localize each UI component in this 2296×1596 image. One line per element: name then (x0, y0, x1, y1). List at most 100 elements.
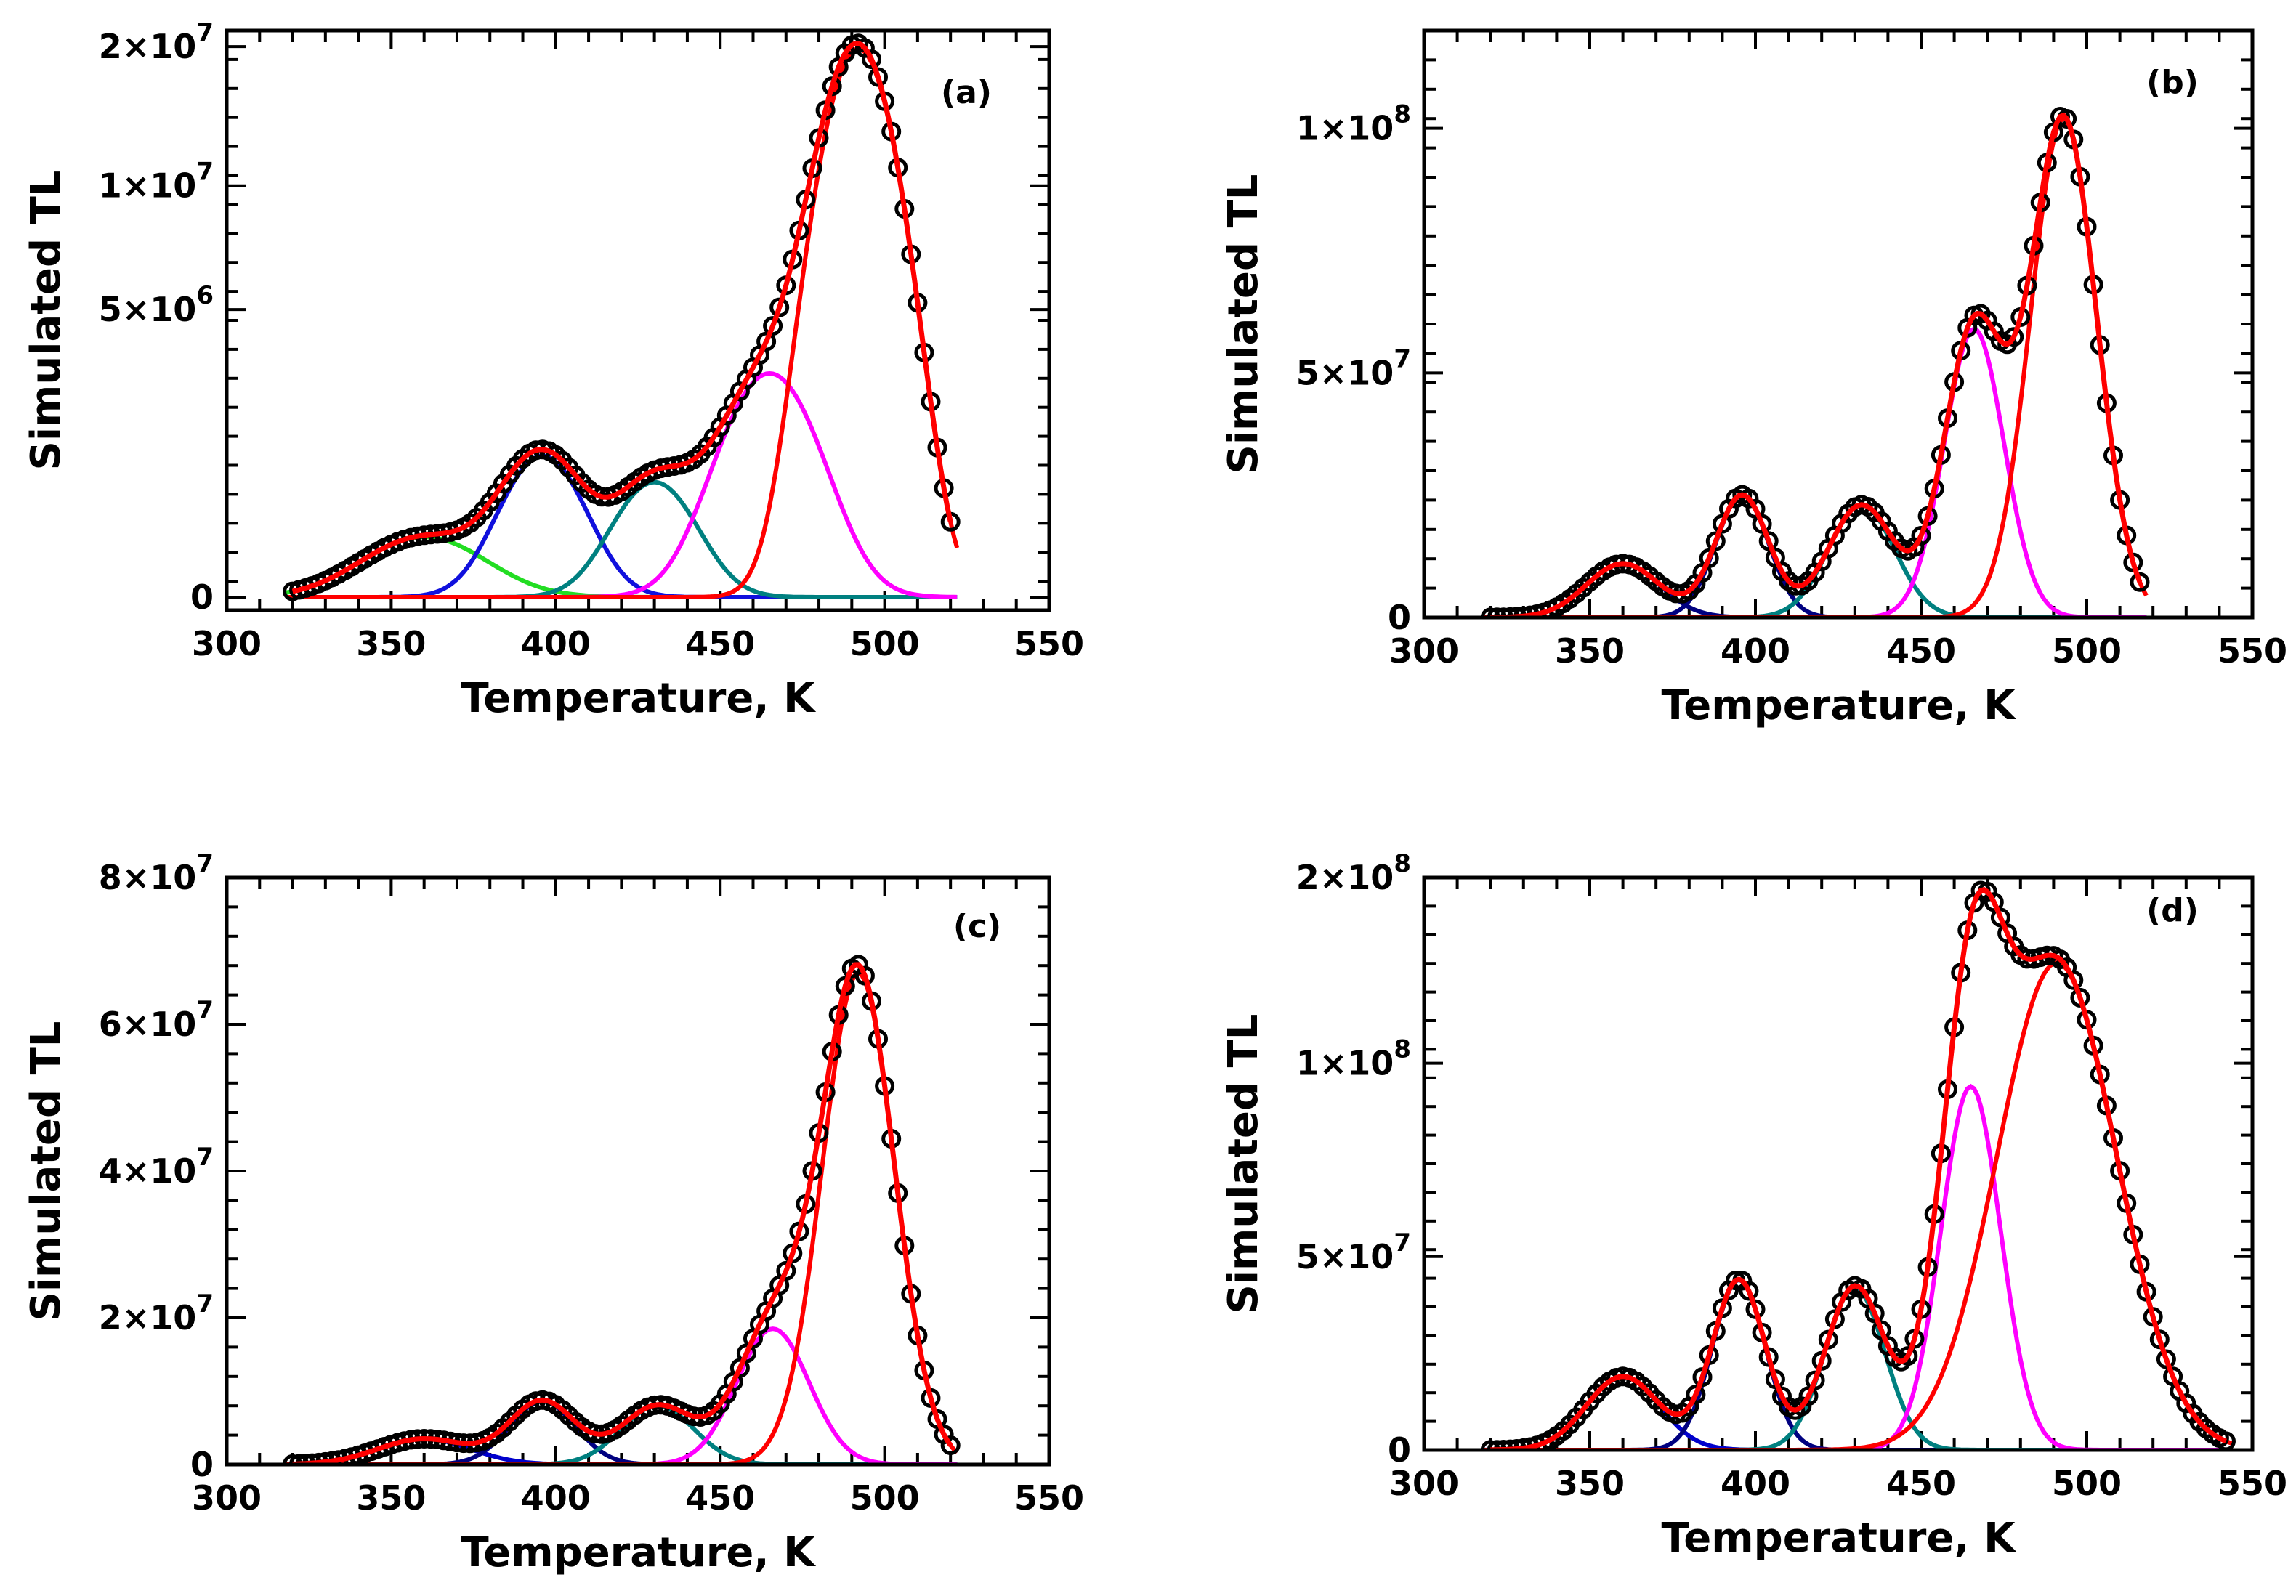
y-tick-label: 6×107 (99, 996, 214, 1044)
panel-label: (d) (2146, 892, 2199, 929)
data-point (1758, 531, 1779, 551)
y-axis-title: Simulated TL (23, 1021, 70, 1321)
axes-frame (225, 28, 1051, 612)
data-point (1898, 1346, 1918, 1366)
data-point (1911, 526, 1931, 546)
x-axis-title: Temperature, K (461, 1529, 817, 1576)
data-point (1864, 1303, 1885, 1324)
data-point (940, 1435, 961, 1455)
x-axis-title: Temperature, K (1662, 1515, 2018, 1562)
x-tick-label: 350 (356, 624, 426, 663)
plot-area (283, 955, 961, 1465)
panel-label: (c) (953, 908, 1001, 945)
data-point (2156, 1349, 2176, 1369)
axes-frame (1422, 875, 2255, 1452)
data-point (1798, 1386, 1819, 1406)
chart-panel-c: 0 2×107 4×107 6×107 8×107 300 350 400 450 500 550 T… (23, 849, 1084, 1576)
x-tick-label: 300 (1389, 631, 1459, 671)
x-tick-label: 300 (192, 1478, 262, 1518)
chart-panel-a: 0 5×106 1×107 2×107 300 350 400 450 500 550 Temper… (23, 18, 1084, 722)
component-curve-peak-2 (1484, 1277, 2233, 1450)
axes-frame (225, 875, 1051, 1467)
x-tick-label: 400 (1721, 1464, 1790, 1503)
component-curve-peak-4 (286, 1326, 958, 1465)
y-tick-label: 0 (190, 578, 214, 617)
x-tick-label: 400 (1721, 631, 1790, 671)
y-axis-title: Simulated TL (23, 171, 70, 471)
y-tick-label: 5×107 (1296, 344, 1411, 392)
x-tick-label: 500 (850, 1478, 920, 1518)
x-tick-label: 450 (685, 1478, 755, 1518)
data-point (776, 1260, 796, 1281)
chart-panel-b: 0 5×107 1×108 300 350 400 450 500 550 Temperature… (1220, 28, 2287, 729)
data-point (1752, 514, 1772, 534)
data-point (1705, 531, 1726, 551)
y-tick-label: 2×107 (99, 18, 214, 66)
data-point (2063, 970, 2084, 990)
data-point (763, 316, 783, 336)
y-axis-title: Simulated TL (1220, 1014, 1267, 1314)
plot-area (283, 33, 961, 601)
y-tick-label: 5×107 (1296, 1228, 1411, 1276)
x-tick-label: 350 (1555, 1464, 1625, 1503)
component-curve-peak-5 (286, 970, 959, 1465)
x-tick-label: 450 (1886, 631, 1956, 671)
fit-curve (1490, 886, 2227, 1450)
x-tick-label: 350 (356, 1478, 426, 1518)
axes-frame (1422, 28, 2255, 620)
x-axis-title: Temperature, K (1662, 682, 2018, 729)
y-tick-label: 0 (1388, 1430, 1411, 1470)
component-curve-peak-2 (286, 1399, 958, 1465)
y-tick-label: 8×107 (99, 849, 214, 897)
data-point (862, 49, 881, 70)
x-tick-label: 500 (2052, 1464, 2122, 1503)
x-tick-label: 300 (1389, 1464, 1459, 1503)
data-point (1984, 892, 2004, 912)
component-curve-peak-4 (1484, 326, 2147, 617)
fit-curve (291, 41, 953, 594)
data-point (1686, 1385, 1706, 1405)
x-tick-label: 400 (521, 1478, 591, 1518)
chart-panel-d: 0 5×107 1×108 2×108 300 350 400 450 500 550 Temper… (1220, 849, 2287, 1562)
x-tick-label: 350 (1555, 631, 1625, 671)
component-curve-peak-5 (1484, 116, 2149, 617)
plot-area (1480, 107, 2150, 617)
y-tick-label: 1×107 (99, 158, 214, 206)
y-tick-label: 2×108 (1296, 849, 1411, 897)
y-tick-label: 0 (190, 1445, 214, 1484)
x-axis-title: Temperature, K (461, 675, 817, 722)
y-tick-label: 1×108 (1296, 1035, 1411, 1083)
data-point (1739, 1281, 1759, 1301)
x-tick-label: 500 (2052, 631, 2122, 671)
x-tick-label: 550 (2218, 1464, 2287, 1503)
x-tick-label: 550 (2218, 631, 2287, 671)
data-point (756, 331, 777, 352)
x-tick-label: 550 (1014, 1478, 1084, 1518)
x-tick-label: 550 (1014, 624, 1084, 663)
data-point (1805, 1370, 1825, 1390)
y-tick-label: 4×107 (99, 1143, 214, 1191)
data-point (2130, 572, 2150, 592)
y-tick-label: 2×107 (99, 1289, 214, 1337)
x-tick-label: 450 (685, 624, 755, 663)
fit-curve (1490, 112, 2143, 617)
x-tick-label: 400 (521, 624, 591, 663)
y-tick-label: 1×108 (1296, 100, 1411, 148)
fit-curve (292, 962, 953, 1465)
component-curve-peak-2 (286, 453, 958, 599)
y-axis-title: Simulated TL (1220, 174, 1267, 474)
component-curve-peak-2 (1484, 493, 2147, 617)
y-tick-label: 5×106 (99, 281, 214, 329)
data-point (2004, 327, 2024, 347)
y-tick-label: 0 (1388, 598, 1411, 637)
data-point (1871, 1320, 1891, 1340)
panel-label: (a) (941, 74, 992, 111)
x-tick-label: 500 (850, 624, 920, 663)
data-point (1699, 548, 1719, 568)
panel-label: (b) (2146, 64, 2199, 101)
data-point (1990, 907, 2010, 928)
component-curve-peak-3 (1484, 1285, 2233, 1450)
component-curve-peak-5 (286, 46, 960, 599)
x-tick-label: 450 (1886, 1464, 1956, 1503)
